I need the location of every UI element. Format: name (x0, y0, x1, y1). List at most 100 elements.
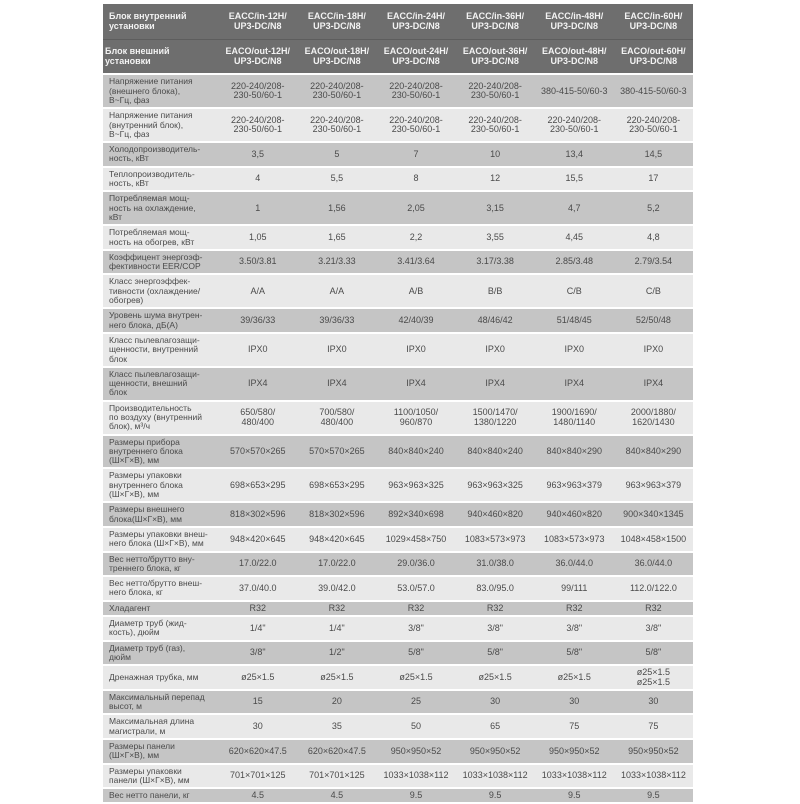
table-row: Размеры упаковки внутреннего блока (Ш×Г×… (103, 468, 693, 504)
value-cell: 39/36/33 (218, 308, 298, 334)
value-cell: 5/8" (455, 640, 535, 667)
table-row: Теплопроизводитель- ность, кВт 4 5,5 8 12 15,… (103, 166, 693, 193)
value-cell: 30 (613, 689, 693, 716)
value-cell: 1/2" (297, 640, 377, 667)
row-label: Вес нетто панели, кг (103, 788, 219, 804)
value-cell: 900×340×1345 (613, 502, 693, 528)
value-cell: 840×840×240 (376, 434, 456, 470)
table-row: Диаметр труб (жид- кость), дюйм 1/4" 1/4" 3… (103, 616, 693, 642)
value-cell: R32 (376, 600, 456, 618)
value-cell: 950×950×52 (455, 739, 535, 765)
row-label: Холодопроизводитель- ность, кВт (103, 142, 219, 168)
value-cell: ø25×1.5 ø25×1.5 (613, 665, 693, 691)
value-cell: 5/8" (534, 640, 614, 667)
value-cell: 840×840×240 (455, 434, 535, 470)
value-cell: 112.0/122.0 (613, 576, 693, 602)
table-row: Производительность по воздуху (внутренни… (103, 400, 693, 436)
value-cell: ø25×1.5 (455, 665, 535, 691)
spec-table: Блок внутренний установки EACC/in-12H/ UP… (103, 4, 693, 804)
table-row: Напряжение питания (внешнего блока), В~Г… (103, 74, 693, 110)
value-cell: IPX4 (455, 366, 535, 402)
value-cell: 570×570×265 (218, 434, 298, 470)
value-cell: 5,2 (613, 191, 693, 227)
value-cell: 220-240/208- 230-50/60-1 (376, 108, 456, 144)
value-cell: 1029×458×750 (376, 526, 456, 553)
table-row: Максимальная длина магистрали, м 30 35 50 65… (103, 714, 693, 740)
value-cell: 36.0/44.0 (534, 551, 614, 578)
value-cell: IPX4 (534, 366, 614, 402)
value-cell: 4,45 (534, 225, 614, 251)
value-cell: 9.5 (534, 788, 614, 804)
value-cell: 2,2 (376, 225, 456, 251)
table-row: Уровень шума внутрен- него блока, дБ(А) 3… (103, 308, 693, 334)
row-label: Вес нетто/брутто внеш- него блока, кг (103, 576, 219, 602)
value-cell: 940×460×820 (455, 502, 535, 528)
table-row: Размеры внешнего блока(Ш×Г×В), мм 818×302… (103, 502, 693, 528)
value-cell: 1500/1470/ 1380/1220 (455, 400, 535, 436)
table-row: Размеры упаковки внеш- него блока (Ш×Г×В… (103, 526, 693, 553)
value-cell: IPX0 (455, 332, 535, 368)
value-cell: 701×701×125 (297, 763, 377, 790)
value-cell: IPX0 (297, 332, 377, 368)
table-row: Вес нетто/брутто внеш- него блока, кг 37.… (103, 576, 693, 602)
header-row: Блок внутренний установки EACC/in-12H/ UP… (103, 4, 693, 41)
value-cell: 220-240/208- 230-50/60-1 (455, 108, 535, 144)
header-label: Блок внешний установки (103, 39, 219, 76)
row-label: Размеры упаковки внеш- него блока (Ш×Г×В… (103, 526, 219, 553)
value-cell: 5/8" (613, 640, 693, 667)
row-label: Напряжение питания (внешнего блока), В~Г… (103, 74, 219, 110)
value-cell: R32 (613, 600, 693, 618)
table-row: Размеры упаковки панели (Ш×Г×В), мм 701×7… (103, 763, 693, 790)
value-cell: 37.0/40.0 (218, 576, 298, 602)
table-row: Холодопроизводитель- ность, кВт 3,5 5 7 10 13… (103, 142, 693, 168)
value-cell: 1083×573×973 (455, 526, 535, 553)
table-row: Коэффицент энергоэф- фективности EER/COP… (103, 249, 693, 276)
row-label: Размеры внешнего блока(Ш×Г×В), мм (103, 502, 219, 528)
model-name-cell: EACC/in-24H/ UP3-DC/N8 (376, 4, 456, 41)
value-cell: R32 (218, 600, 298, 618)
value-cell: ø25×1.5 (297, 665, 377, 691)
value-cell: 3,5 (218, 142, 298, 168)
value-cell: 570×570×265 (297, 434, 377, 470)
value-cell: A/A (218, 274, 298, 310)
value-cell: 698×653×295 (297, 468, 377, 504)
value-cell: 1033×1038×112 (455, 763, 535, 790)
value-cell: 2000/1880/ 1620/1430 (613, 400, 693, 436)
value-cell: 698×653×295 (218, 468, 298, 504)
value-cell: R32 (534, 600, 614, 618)
row-label: Напряжение питания (внутренний блок), В~… (103, 108, 219, 144)
value-cell: 2.85/3.48 (534, 249, 614, 276)
value-cell: 963×963×379 (534, 468, 614, 504)
value-cell: 75 (534, 714, 614, 740)
value-cell: R32 (455, 600, 535, 618)
value-cell: 9.5 (376, 788, 456, 804)
value-cell: 4,8 (613, 225, 693, 251)
model-name-cell: EACO/out-18H/ UP3-DC/N8 (297, 39, 377, 76)
value-cell: 3/8" (613, 616, 693, 642)
row-label: Класс пылевлагозащи- щенности, внутренни… (103, 332, 219, 368)
value-cell: 1048×458×1500 (613, 526, 693, 553)
row-label: Теплопроизводитель- ность, кВт (103, 166, 219, 193)
value-cell: 220-240/208- 230-50/60-1 (218, 74, 298, 110)
value-cell: 5/8" (376, 640, 456, 667)
table-row: Потребляемая мощ- ность на охлаждение, к… (103, 191, 693, 227)
row-label: Размеры панели (Ш×Г×В), мм (103, 739, 219, 765)
value-cell: 3/8" (534, 616, 614, 642)
model-name-cell: EACO/out-24H/ UP3-DC/N8 (376, 39, 456, 76)
value-cell: 220-240/208- 230-50/60-1 (455, 74, 535, 110)
table-row: Класс энергоэффек- тивности (охлаждение/… (103, 274, 693, 310)
value-cell: IPX4 (376, 366, 456, 402)
table-row: Вес нетто панели, кг 4.5 4.5 9.5 9.5 9.5 9.5 (103, 788, 693, 804)
table-row: Диаметр труб (газ), дюйм 3/8" 1/2" 5/8" 5/8"… (103, 640, 693, 667)
value-cell: 3/8" (218, 640, 298, 667)
value-cell: A/A (297, 274, 377, 310)
value-cell: 620×620×47.5 (218, 739, 298, 765)
value-cell: R32 (297, 600, 377, 618)
row-label: Коэффицент энергоэф- фективности EER/COP (103, 249, 219, 276)
value-cell: 1/4" (218, 616, 298, 642)
value-cell: 31.0/38.0 (455, 551, 535, 578)
value-cell: 53.0/57.0 (376, 576, 456, 602)
value-cell: 52/50/48 (613, 308, 693, 334)
model-name-cell: EACC/in-18H/ UP3-DC/N8 (297, 4, 377, 41)
value-cell: 4 (218, 166, 298, 193)
